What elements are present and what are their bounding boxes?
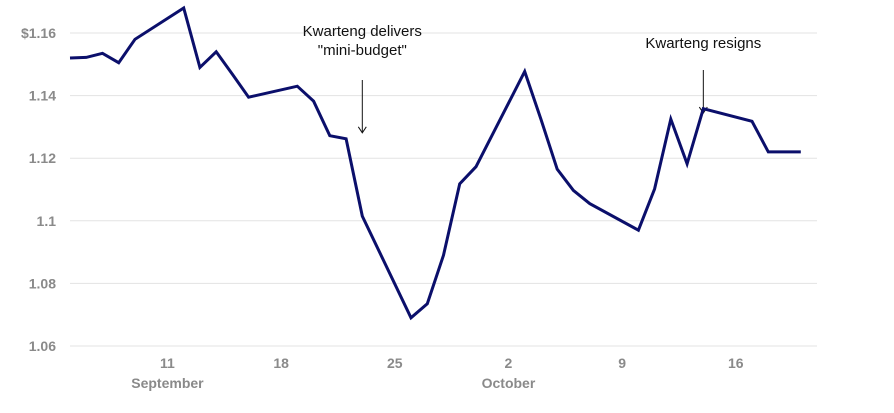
month-label: October xyxy=(482,375,536,391)
x-tick-label: 25 xyxy=(387,355,403,371)
y-tick-label: 1.08 xyxy=(29,275,56,291)
month-label: September xyxy=(131,375,204,391)
x-tick-label: 16 xyxy=(728,355,744,371)
y-tick-label: 1.14 xyxy=(29,88,56,104)
series-layer xyxy=(69,5,801,321)
x-tick-label: 2 xyxy=(505,355,513,371)
annotation-text: "mini-budget" xyxy=(318,42,407,59)
annotations: Kwarteng delivers "mini-budget" Kwarteng r… xyxy=(303,23,761,134)
annotation-text: Kwarteng delivers xyxy=(303,23,422,40)
y-tick-label: 1.1 xyxy=(37,213,57,229)
annotation-arrowhead xyxy=(357,126,367,134)
x-tick-label: 11 xyxy=(160,355,175,371)
x-tick-label: 18 xyxy=(273,355,289,371)
gridlines xyxy=(70,32,817,347)
x-axis: 11 18 25 2 9 16 September October xyxy=(131,355,744,391)
x-tick-label: 9 xyxy=(618,355,626,371)
y-tick-label: $1.16 xyxy=(21,25,56,41)
y-tick-label: 1.06 xyxy=(29,338,56,354)
annotation: Kwarteng delivers "mini-budget" xyxy=(303,23,422,134)
y-axis: 1.06 1.08 1.1 1.12 1.14 $1.16 xyxy=(21,25,56,354)
y-tick-label: 1.12 xyxy=(29,150,56,166)
series-line xyxy=(69,5,801,321)
annotation-text: Kwarteng resigns xyxy=(645,35,761,52)
annotation: Kwarteng resigns xyxy=(645,35,761,114)
